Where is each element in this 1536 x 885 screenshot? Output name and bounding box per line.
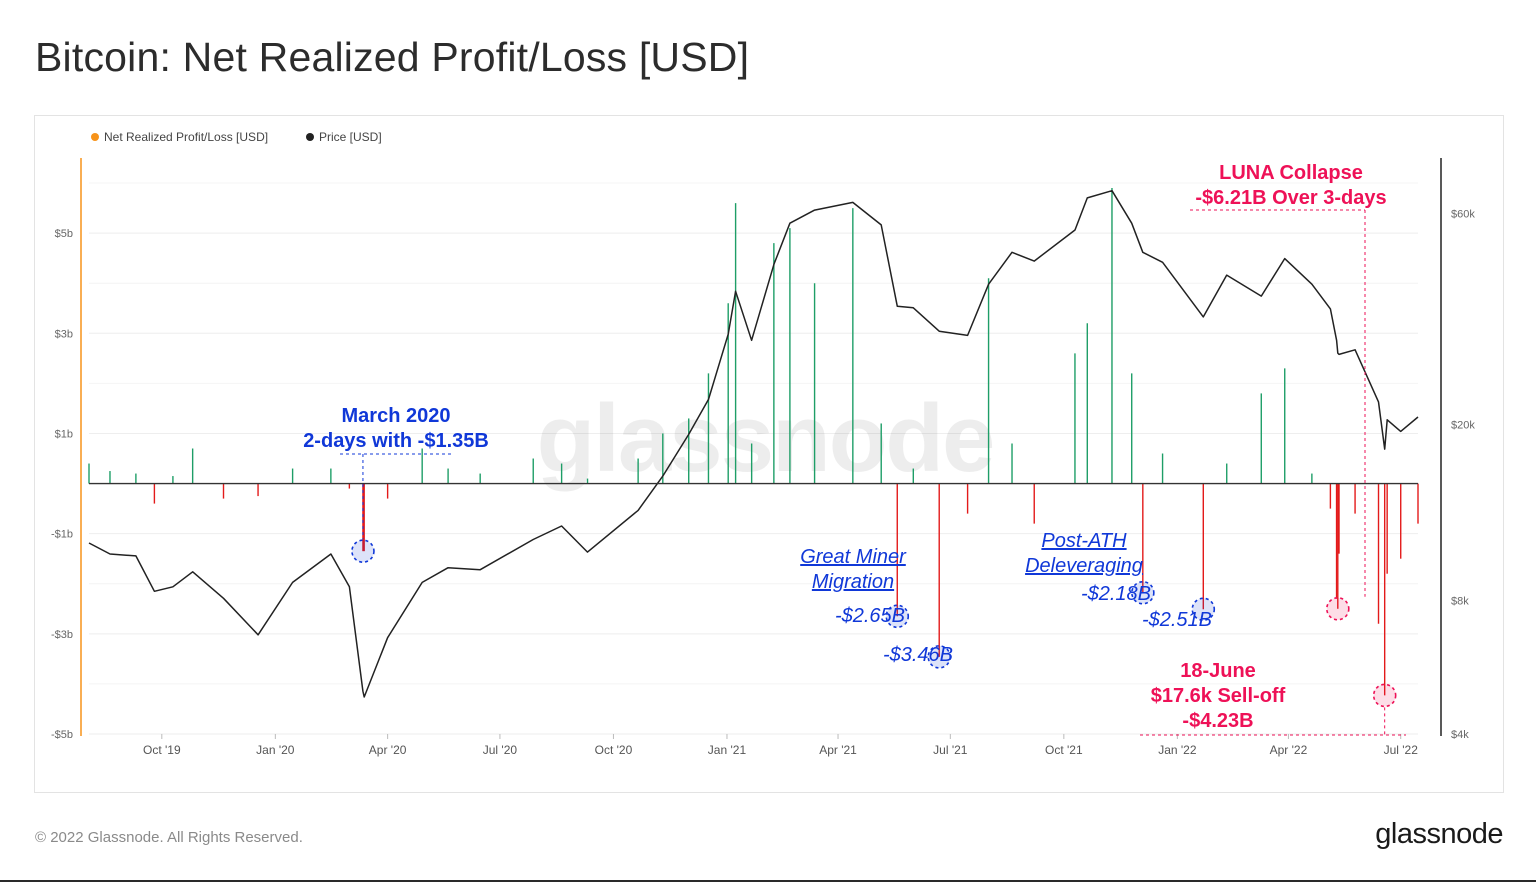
left-tick-label: $1b xyxy=(55,428,73,440)
legend-label-price[interactable]: Price [USD] xyxy=(319,130,382,144)
legend-label-net-realized[interactable]: Net Realized Profit/Loss [USD] xyxy=(104,130,268,144)
annotations: March 2020 2-days with -$1.35B Great Miner… xyxy=(303,162,1406,736)
annotation-text: Migration xyxy=(812,571,894,593)
price-line xyxy=(88,189,1419,698)
left-tick-label: -$1b xyxy=(51,529,73,541)
chart: Net Realized Profit/Loss [USD] Price [US… xyxy=(51,130,1475,757)
x-tick-label: Jan '20 xyxy=(256,743,295,757)
price-series xyxy=(88,189,1419,698)
annotation-marker xyxy=(351,539,375,563)
annotation-text: -$2.18B xyxy=(1081,583,1151,605)
x-tick-label: Jul '22 xyxy=(1384,743,1419,757)
annotation-text: -$2.51B xyxy=(1142,609,1212,631)
annotation-marker xyxy=(1191,597,1216,622)
x-tick-label: Apr '22 xyxy=(1270,743,1308,757)
left-tick-label: -$3b xyxy=(51,629,73,641)
annotation-text: -$2.65B xyxy=(835,605,905,627)
glassnode-logo[interactable]: glassnode xyxy=(1375,818,1503,850)
chart-panel: Net Realized Profit/Loss [USD] Price [US… xyxy=(34,115,1504,793)
x-tick-label: Oct '21 xyxy=(1045,743,1083,757)
annotation-text: Post-ATH xyxy=(1041,530,1127,552)
annotation-marker xyxy=(927,645,952,669)
x-tick-label: Oct '19 xyxy=(143,743,181,757)
x-tick-label: Jan '22 xyxy=(1158,743,1197,757)
x-tick-label: Jul '21 xyxy=(933,743,968,757)
annotation-text: -$4.23B xyxy=(1182,710,1253,732)
bottom-rule xyxy=(0,880,1536,882)
left-tick-label: -$5b xyxy=(51,729,73,741)
annotation-text: 18-June xyxy=(1180,660,1256,682)
x-tick-label: Apr '21 xyxy=(819,743,857,757)
annotation-text: $17.6k Sell-off xyxy=(1151,685,1286,707)
x-tick-label: Jul '20 xyxy=(483,743,518,757)
annotation-marker xyxy=(1325,596,1350,621)
x-tick-label: Apr '20 xyxy=(369,743,407,757)
annotation-text: Deleveraging xyxy=(1025,555,1143,577)
watermark: glassnode xyxy=(537,385,994,492)
annotation-text: Great Miner xyxy=(800,546,907,568)
footer-copyright: © 2022 Glassnode. All Rights Reserved. xyxy=(35,829,303,846)
annotation-text: -$3.46B xyxy=(883,644,953,666)
left-tick-label: $5b xyxy=(55,228,73,240)
annotation-text: -$6.21B Over 3-days xyxy=(1195,187,1386,209)
annotation-text: LUNA Collapse xyxy=(1219,162,1363,184)
annotation-text: March 2020 xyxy=(342,405,451,427)
axes: $5b $3b $1b -$1b -$3b -$5b $60k $20k $8k $4k Oct '… xyxy=(51,158,1475,757)
right-tick-label: $20k xyxy=(1451,420,1475,432)
right-tick-label: $4k xyxy=(1451,729,1469,741)
legend-marker-net-realized xyxy=(91,133,99,141)
legend-marker-price xyxy=(306,133,314,141)
right-tick-label: $60k xyxy=(1451,208,1475,220)
x-tick-label: Oct '20 xyxy=(595,743,633,757)
right-tick-label: $8k xyxy=(1451,596,1469,608)
page-title: Bitcoin: Net Realized Profit/Loss [USD] xyxy=(35,34,750,80)
annotation-text: 2-days with -$1.35B xyxy=(303,430,489,452)
legend: Net Realized Profit/Loss [USD] Price [US… xyxy=(91,130,382,144)
annotation-marker xyxy=(1131,580,1155,605)
x-tick-label: Jan '21 xyxy=(708,743,747,757)
annotation-marker xyxy=(1372,683,1397,708)
left-tick-label: $3b xyxy=(55,328,73,340)
annotation-marker xyxy=(885,604,910,629)
